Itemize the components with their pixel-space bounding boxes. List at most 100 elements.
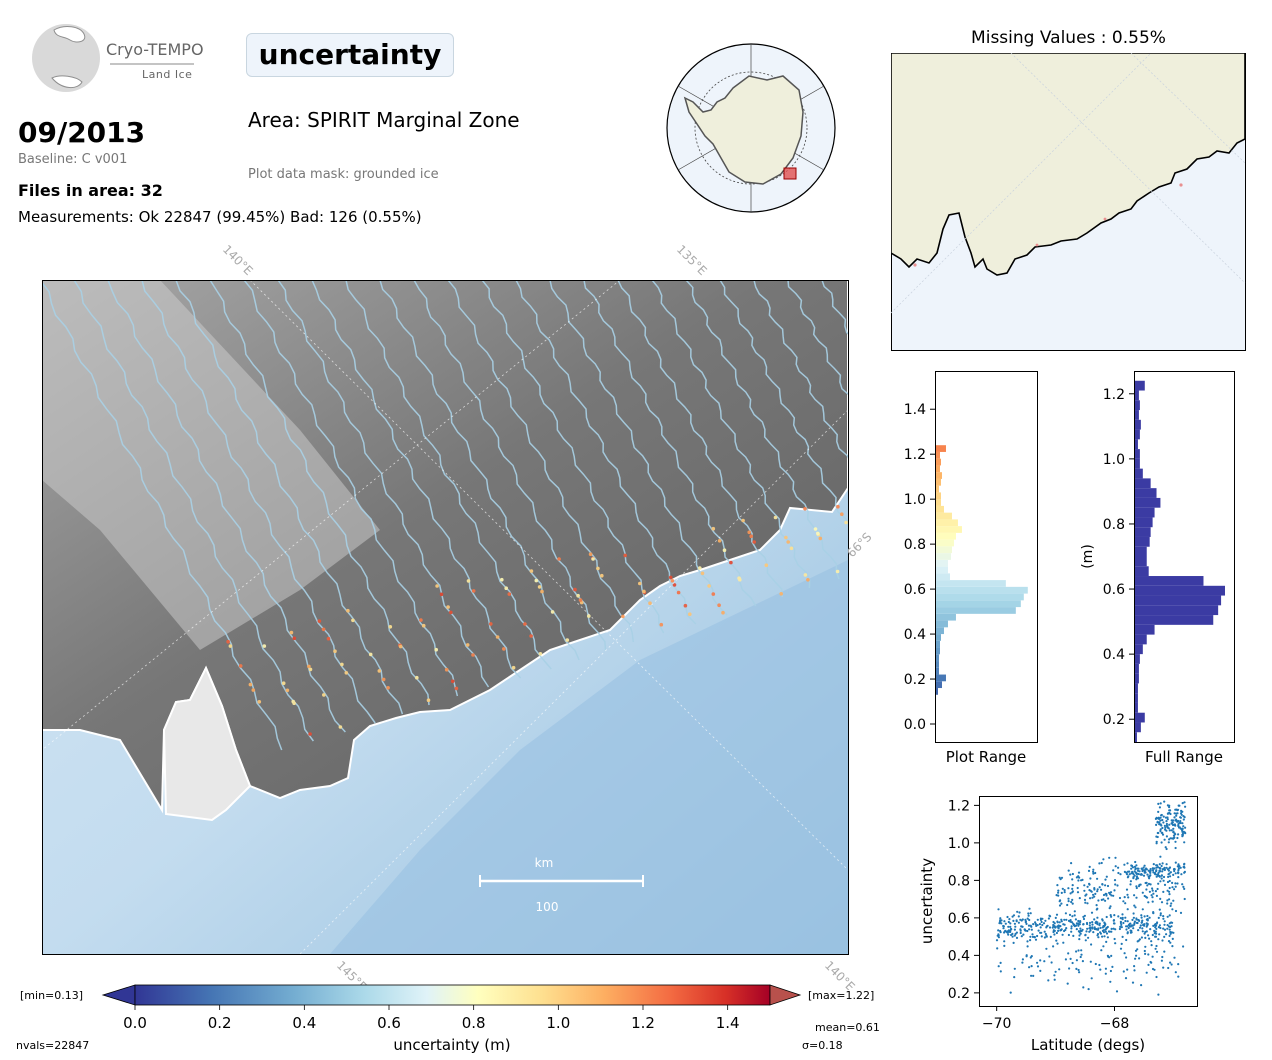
scatter-point [1057, 889, 1060, 892]
track-point [228, 644, 233, 648]
scatter-point [1126, 920, 1129, 923]
scatter-point [1168, 898, 1171, 901]
scatter-point [1102, 893, 1106, 897]
scatter-point [1042, 922, 1046, 925]
scatter-point [1053, 922, 1056, 925]
scatter-point [1123, 952, 1126, 955]
scatter-point [1028, 966, 1031, 969]
scatter-point [1048, 955, 1051, 958]
scatter-point [1015, 920, 1018, 923]
track-line [821, 280, 848, 335]
scatter-point [1145, 868, 1148, 871]
area-name: Area: SPIRIT Marginal Zone [248, 108, 520, 132]
scatter-point [1183, 897, 1186, 901]
scatter-point [1075, 959, 1078, 962]
track-line [481, 280, 665, 634]
measurements-summary: Measurements: Ok 22847 (99.45%) Bad: 126… [18, 208, 422, 226]
scatter-point [1067, 933, 1070, 937]
scatter-point [1044, 932, 1047, 936]
scatter-point [1060, 876, 1064, 879]
scatter-point [1089, 897, 1092, 900]
scatter-point [1172, 830, 1175, 833]
scatter-point [1144, 930, 1147, 934]
scatter-point [1092, 872, 1095, 875]
scatter-point [1117, 871, 1120, 875]
scatter-point [1132, 916, 1135, 919]
scatter-ytick-label: 1.0 [948, 836, 970, 852]
scatter-point [1143, 915, 1146, 918]
scatter-point [1155, 864, 1158, 867]
stat-mean: mean=0.61 [815, 1021, 880, 1034]
scatter-point [1162, 879, 1165, 882]
plot-range-hist-bar [936, 654, 939, 662]
scatter-point [1161, 862, 1164, 865]
scatter-point [1161, 826, 1164, 830]
scatter-point [1043, 936, 1046, 939]
scatter-point [1124, 977, 1128, 980]
scatter-point [1124, 902, 1127, 905]
track-point [600, 573, 604, 578]
scatter-point [1165, 933, 1168, 936]
scatter-point [1055, 913, 1059, 916]
scatter-point [1146, 884, 1149, 887]
scatter-point [1159, 880, 1162, 883]
full-range-hist-ytick-label: 0.8 [1103, 517, 1125, 533]
scatter-point [1046, 924, 1049, 927]
scatter-point [1086, 902, 1089, 905]
scatter-point [1090, 943, 1093, 946]
scatter-point [1135, 921, 1138, 925]
track-point [576, 593, 580, 598]
scatter-point [1096, 923, 1099, 926]
track-line [175, 280, 404, 715]
track-point [446, 605, 450, 609]
scatter-point [1144, 871, 1147, 874]
scatter-point [1019, 931, 1022, 935]
scatter-point [1058, 904, 1062, 907]
scatter-point [1067, 869, 1070, 872]
track-point [711, 526, 716, 531]
scatter-point [1028, 918, 1031, 922]
scatter-point [1056, 884, 1059, 887]
logo-title: Cryo-TEMPO [106, 40, 204, 59]
scatter-point [1109, 893, 1112, 896]
plot-range-hist-bar [936, 640, 940, 648]
scatter-point [1110, 954, 1113, 958]
scatter-point [1032, 974, 1035, 978]
scatter-point [1167, 940, 1171, 943]
scatter-point [1170, 829, 1173, 832]
scatter-point [1162, 927, 1165, 930]
track-point [717, 539, 722, 543]
scatter-point [1025, 955, 1028, 958]
scatter-point [1088, 930, 1091, 933]
scatter-point [1007, 920, 1010, 924]
track-point [500, 577, 504, 582]
scatter-point [1086, 927, 1089, 930]
full-range-hist-bar [1135, 478, 1151, 489]
scatter-point [1160, 841, 1163, 844]
scatter-point [1136, 877, 1140, 880]
scatter-point [1158, 863, 1161, 866]
scatter-point [1150, 940, 1153, 943]
scatter-point [1183, 801, 1186, 804]
scatter-point [1166, 924, 1169, 927]
full-range-hist-bar [1135, 458, 1140, 469]
track-line [345, 280, 552, 670]
scatter-point [1100, 949, 1103, 952]
scatter-point [1160, 901, 1164, 904]
scatter-point [1027, 924, 1031, 927]
scatter-point [1138, 957, 1141, 960]
scatter-point [1113, 937, 1116, 941]
scatter-point [1160, 877, 1163, 880]
scatter-point [1167, 875, 1170, 879]
scatter-point [1168, 811, 1171, 815]
full-range-hist-bar [1135, 585, 1225, 596]
scatter-point [1169, 875, 1172, 878]
scatter-point [1183, 831, 1186, 834]
scatter-point [1133, 870, 1136, 873]
scatter-point [1170, 963, 1173, 966]
scatter-point [1086, 885, 1089, 888]
scatter-point [1131, 918, 1134, 922]
scatter-point [1101, 883, 1104, 886]
logo-globe-icon [20, 18, 194, 98]
scatter-point [1096, 916, 1099, 919]
